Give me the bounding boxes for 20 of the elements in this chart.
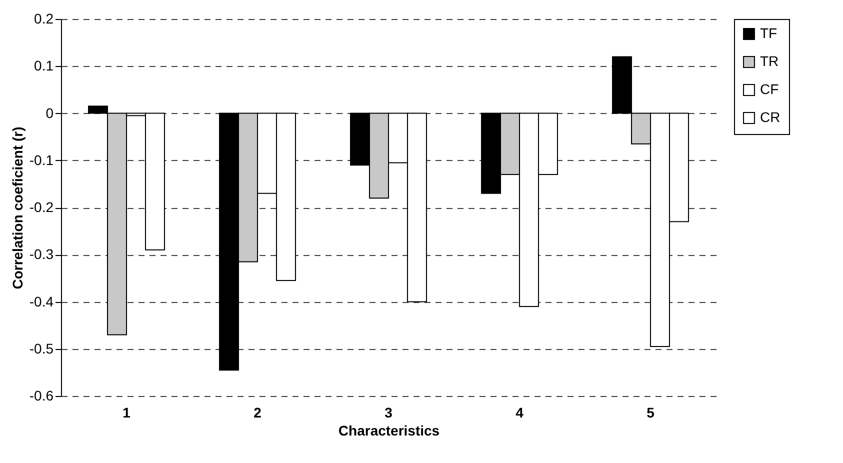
- x-tick-label: 5: [646, 404, 655, 420]
- x-tick-label: 2: [254, 404, 262, 420]
- y-tick-label: 0.1: [34, 58, 54, 74]
- y-tick-label: -0.5: [29, 340, 54, 356]
- y-tick-label: -0.4: [29, 293, 54, 310]
- legend-label: TR: [760, 53, 779, 69]
- y-axis-title: Correlation coeficient (r): [9, 126, 26, 290]
- x-axis-title: Characteristics: [338, 422, 440, 438]
- x-tick-label: 4: [516, 404, 524, 420]
- legend-label: CF: [760, 81, 779, 97]
- y-tick-label: -0.6: [29, 388, 54, 404]
- x-tick-label: 1: [122, 404, 131, 420]
- y-tick-label: -0.2: [29, 199, 54, 215]
- y-tick-label: 0: [46, 104, 54, 121]
- legend-label: TF: [760, 25, 778, 41]
- y-tick-label: 0.2: [34, 10, 54, 26]
- x-tick-label: 3: [384, 404, 393, 420]
- y-tick-label: -0.3: [29, 246, 54, 262]
- legend-label: CR: [760, 109, 780, 125]
- y-tick-label: -0.1: [29, 152, 54, 168]
